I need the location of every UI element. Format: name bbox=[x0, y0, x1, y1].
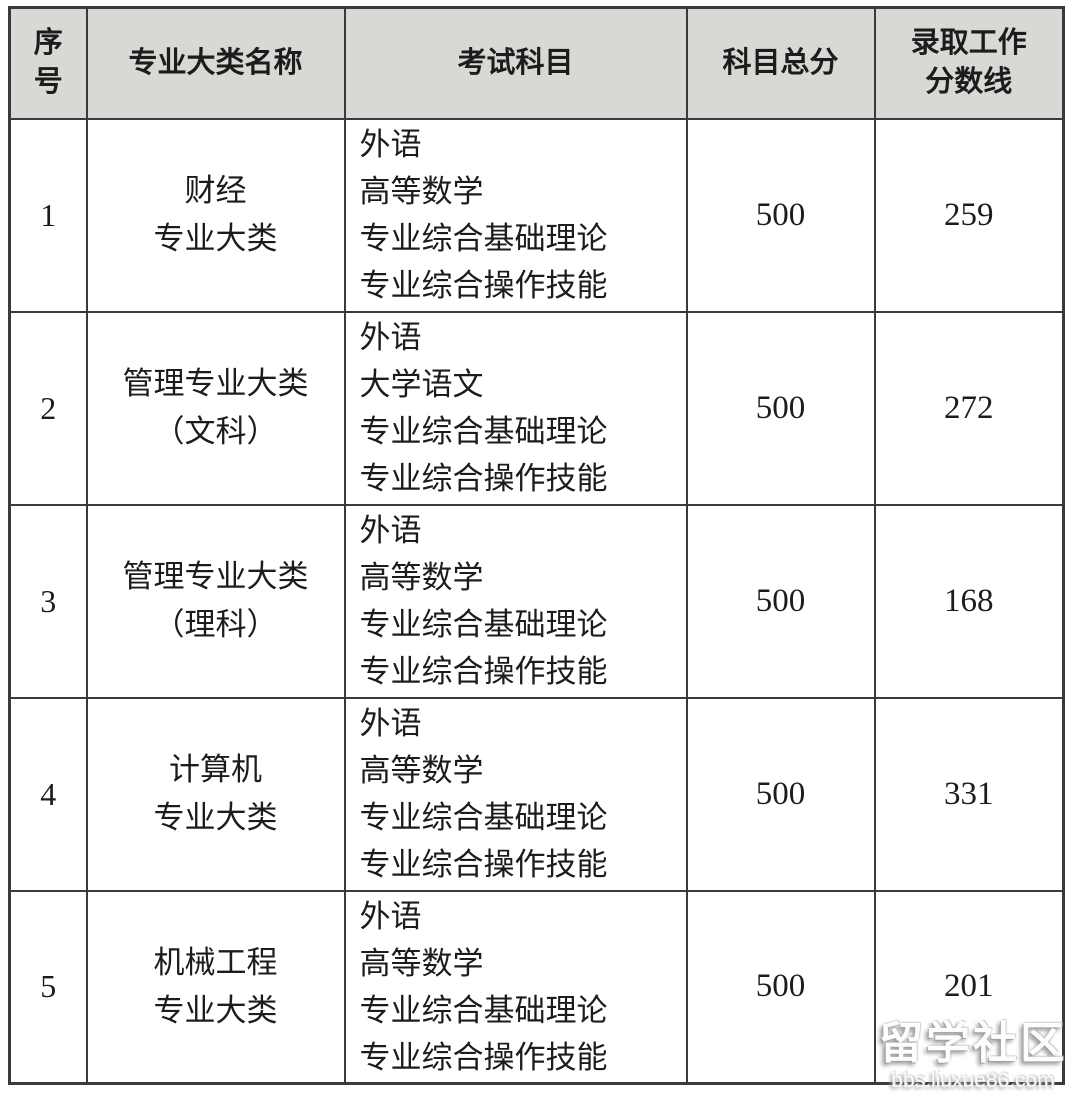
row-index-cell: 3 bbox=[8, 503, 88, 699]
column-header-total: 科目总分 bbox=[685, 6, 876, 120]
table-row: 3 管理专业大类 （理科） 外语 高等数学 专业综合基础理论 专业综合操作技能 … bbox=[8, 503, 1065, 699]
row-index-cell: 4 bbox=[8, 696, 88, 892]
category-cell: 财经 专业大类 bbox=[85, 117, 346, 313]
cutoff-score-cell: 168 bbox=[873, 503, 1065, 699]
category-cell: 管理专业大类 （文科） bbox=[85, 310, 346, 506]
total-score-cell: 500 bbox=[685, 503, 876, 699]
subjects-cell: 外语 高等数学 专业综合基础理论 专业综合操作技能 bbox=[343, 117, 688, 313]
row-index-cell: 5 bbox=[8, 889, 88, 1085]
column-header-cutoff: 录取工作 分数线 bbox=[873, 6, 1065, 120]
total-score-cell: 500 bbox=[685, 889, 876, 1085]
table-row: 4 计算机 专业大类 外语 高等数学 专业综合基础理论 专业综合操作技能 500… bbox=[8, 696, 1065, 892]
table-row: 1 财经 专业大类 外语 高等数学 专业综合基础理论 专业综合操作技能 500 … bbox=[8, 117, 1065, 313]
subjects-cell: 外语 大学语文 专业综合基础理论 专业综合操作技能 bbox=[343, 310, 688, 506]
table-row: 2 管理专业大类 （文科） 外语 大学语文 专业综合基础理论 专业综合操作技能 … bbox=[8, 310, 1065, 506]
column-header-index: 序 号 bbox=[8, 6, 88, 120]
category-cell: 计算机 专业大类 bbox=[85, 696, 346, 892]
total-score-cell: 500 bbox=[685, 117, 876, 313]
header-row: 序 号 专业大类名称 考试科目 科目总分 录取工作 分数线 bbox=[8, 6, 1065, 120]
subjects-cell: 外语 高等数学 专业综合基础理论 专业综合操作技能 bbox=[343, 696, 688, 892]
table-row: 5 机械工程 专业大类 外语 高等数学 专业综合基础理论 专业综合操作技能 50… bbox=[8, 889, 1065, 1085]
column-header-subjects: 考试科目 bbox=[343, 6, 688, 120]
cutoff-score-cell: 331 bbox=[873, 696, 1065, 892]
total-score-cell: 500 bbox=[685, 696, 876, 892]
total-score-cell: 500 bbox=[685, 310, 876, 506]
score-table: 序 号 专业大类名称 考试科目 科目总分 录取工作 分数线 1 财经 专业大类 … bbox=[8, 6, 1065, 1085]
category-cell: 管理专业大类 （理科） bbox=[85, 503, 346, 699]
cutoff-score-cell: 201 bbox=[873, 889, 1065, 1085]
cutoff-score-cell: 259 bbox=[873, 117, 1065, 313]
subjects-cell: 外语 高等数学 专业综合基础理论 专业综合操作技能 bbox=[343, 503, 688, 699]
cutoff-score-cell: 272 bbox=[873, 310, 1065, 506]
subjects-cell: 外语 高等数学 专业综合基础理论 专业综合操作技能 bbox=[343, 889, 688, 1085]
category-cell: 机械工程 专业大类 bbox=[85, 889, 346, 1085]
row-index-cell: 2 bbox=[8, 310, 88, 506]
row-index-cell: 1 bbox=[8, 117, 88, 313]
column-header-category: 专业大类名称 bbox=[85, 6, 346, 120]
